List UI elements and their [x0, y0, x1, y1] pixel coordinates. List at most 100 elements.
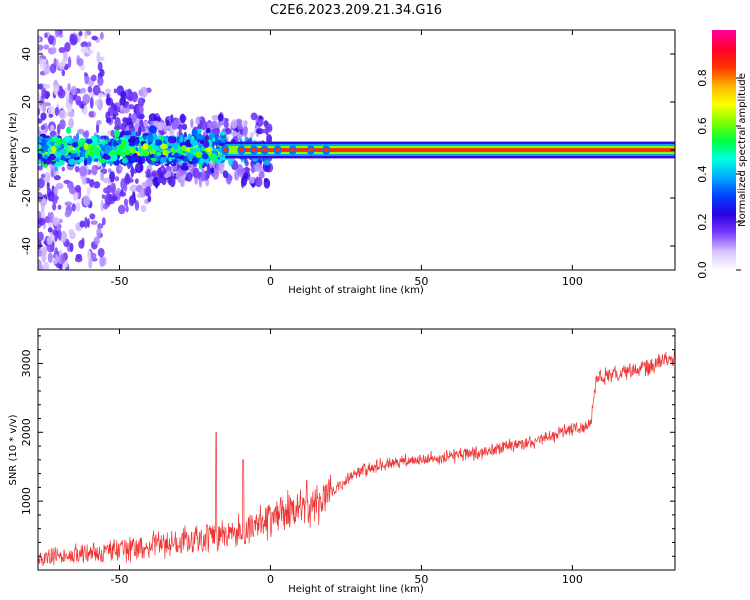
spectrogram-cell	[89, 146, 94, 155]
spectrogram-cell	[79, 146, 84, 151]
spectrogram-cell	[163, 120, 167, 133]
spectrogram-cell	[74, 256, 83, 263]
colorbar-tick-label: 0.2	[696, 213, 709, 231]
spectrogram-cell	[68, 145, 74, 149]
spectrogram-cell	[40, 173, 46, 179]
spectrogram-cell	[193, 147, 201, 153]
spectrogram-cell	[113, 88, 117, 94]
spectrogram-cell	[243, 120, 248, 127]
spectrogram-cell	[99, 69, 105, 77]
spectrogram-cell	[251, 148, 257, 152]
spectrogram-cell	[92, 146, 100, 155]
spectrogram-cell	[97, 92, 104, 99]
spectrogram-cell	[214, 159, 222, 164]
spectrogram-cell	[134, 200, 140, 211]
snr-y-tick-label: 2000	[20, 418, 33, 446]
spectrogram-cell	[59, 230, 68, 243]
spectrogram-cell	[72, 141, 79, 148]
spectrogram-cell	[217, 113, 224, 122]
spectrogram-cell	[106, 93, 110, 104]
spectrogram-cell	[258, 171, 265, 179]
spectrogram-cell	[103, 155, 111, 160]
spectrogram-cell	[114, 117, 121, 129]
spectrogram-cell	[54, 194, 58, 205]
spectrogram-cell	[61, 69, 66, 77]
spectrogram-cell	[79, 165, 87, 177]
spectrogram-cell	[263, 120, 269, 127]
spectrogram-cell	[263, 178, 271, 189]
spectrogram-cell	[48, 153, 56, 161]
spectrogram-cell	[121, 151, 126, 158]
spectrogram-cell	[113, 129, 121, 138]
spectrogram-cell	[127, 137, 136, 144]
spectrogram-cell	[52, 203, 57, 211]
spectrogram-cell	[104, 193, 113, 206]
spectrogram-cell	[75, 132, 79, 141]
spectrogram-cell	[95, 123, 100, 134]
spectrogram-cell	[38, 92, 41, 102]
spectrogram-cell	[99, 31, 104, 40]
spectrogram-cell	[110, 129, 115, 138]
spectrogram-cell	[230, 119, 238, 129]
spectrogram-cell	[99, 255, 105, 268]
spectrogram-cell	[67, 110, 75, 118]
spectrogram-cell	[113, 125, 122, 131]
spectrogram-cell	[201, 167, 205, 174]
spectrogram-cell	[198, 177, 203, 188]
spectrogram-cell	[206, 127, 211, 134]
spectrogram-cell	[55, 137, 62, 146]
spectrogram-cell	[123, 108, 131, 113]
spectrogram-cell	[78, 30, 83, 37]
spectrogram-cell	[80, 150, 85, 158]
spectrogram-cell	[46, 242, 54, 253]
spectrogram-cell	[59, 119, 66, 130]
spectrogram-cell	[168, 136, 174, 144]
spectrogram-cell	[87, 158, 92, 163]
spectrogram-cell	[67, 83, 71, 92]
spectrogram-cell	[87, 41, 92, 48]
spectrogram-cell	[250, 112, 258, 121]
spectrogram-cell	[46, 182, 50, 187]
spectrogram-cell	[242, 126, 248, 138]
spectrogram-cell	[109, 171, 115, 183]
spectrogram-cell	[199, 120, 208, 131]
spectrogram-cell	[68, 228, 75, 235]
spectrogram-cell	[210, 167, 215, 174]
spectrogram-cell	[173, 158, 177, 167]
spectrogram-cell	[99, 140, 104, 145]
spectrogram-cell	[120, 139, 127, 146]
spectrogram-cell	[168, 157, 173, 162]
spectrogram-cell	[54, 30, 60, 38]
spectrogram-y-tick-label: -40	[20, 237, 33, 255]
spectrogram-cell	[224, 127, 232, 135]
spectrogram-cell	[97, 223, 104, 229]
spectrogram-cell	[60, 154, 67, 162]
spectrogram-cell	[262, 148, 268, 152]
spectrogram-cell	[74, 95, 82, 103]
spectrogram-cell	[155, 151, 162, 156]
spectrogram-cell	[50, 138, 55, 142]
spectrogram-cell	[156, 167, 163, 180]
spectrogram-band-core	[243, 148, 675, 152]
spectrogram-cell	[212, 137, 216, 142]
spectrogram-cell	[211, 114, 219, 121]
spectrogram-cell	[88, 179, 95, 188]
spectrogram-cell	[48, 141, 55, 146]
spectrogram-cell	[52, 253, 57, 259]
spectrogram-cell	[191, 128, 198, 137]
spectrogram-y-ticks: -40 -20 0 20 40	[20, 47, 675, 255]
spectrogram-cell	[68, 118, 75, 129]
spectrogram-cell	[119, 191, 127, 197]
spectrogram-cell	[179, 113, 186, 124]
spectrogram-cell	[74, 165, 80, 173]
spectrogram-cell	[139, 119, 144, 128]
colorbar-tick-label: 0.6	[696, 117, 709, 135]
spectrogram-cell	[105, 88, 112, 94]
spectrogram-cell	[60, 253, 66, 264]
spectrogram-cell	[38, 44, 44, 51]
spectrogram-cell	[195, 133, 204, 142]
spectrogram-cell	[129, 148, 137, 154]
spectrogram-cell	[189, 147, 194, 154]
spectrogram-cell	[112, 140, 118, 147]
spectrogram-cell	[99, 56, 105, 61]
